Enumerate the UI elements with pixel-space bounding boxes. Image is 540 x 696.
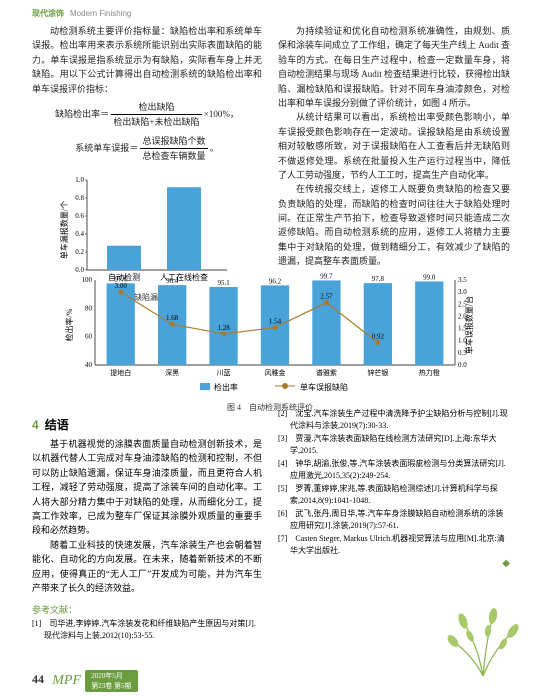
- svg-text:单车误报缺陷: 单车误报缺陷: [300, 382, 348, 392]
- footer-logo: MPF: [52, 673, 81, 688]
- formula-1: 缺陷检出率＝ 检出缺陷 检出缺陷+未检出缺陷 ×100%，: [32, 100, 262, 130]
- page-number: 44: [32, 672, 44, 686]
- svg-text:单车漏报数量/个: 单车漏报数量/个: [59, 200, 69, 258]
- right-p1: 为持续验证和优化自动检测系统准确性，由规划、质保和涂装车间成立了工作组，确定了每…: [278, 24, 510, 110]
- svg-text:3.5: 3.5: [458, 276, 467, 284]
- right-column-bottom: [2] 沈宝.汽车涂装生产过程中清洗降予护尘缺陷分析与控制[J].现代涂料与涂装…: [278, 408, 510, 569]
- svg-text:1.68: 1.68: [166, 314, 179, 322]
- ref-item: [7] Casten Steger, Markus Ulrich.机器视觉算法与…: [278, 533, 510, 557]
- ref-item: [2] 沈宝.汽车涂装生产过程中清洗降予护尘缺陷分析与控制[J].现代涂料与涂装…: [278, 408, 510, 432]
- svg-text:0.5: 0.5: [458, 349, 467, 357]
- svg-text:60: 60: [85, 333, 93, 341]
- svg-text:0.92: 0.92: [372, 333, 385, 341]
- page-footer: 44 MPF 2020年5月第23卷 第5期: [32, 670, 530, 690]
- ref-item: [1] 司华进,李婷婷.汽车涂装发花和纤维缺陷产生原因与对策[J].现代涂料与上…: [32, 618, 262, 642]
- svg-text:3.00: 3.00: [115, 282, 128, 290]
- refs-title: 参考文献：: [32, 603, 262, 616]
- ref-item: [6] 武飞,张丹,周日华,等.汽车车身涂膜缺陷自动检测系统的涂装应用研究[J]…: [278, 508, 510, 532]
- svg-text:检出率: 检出率: [214, 382, 238, 392]
- svg-text:0.8: 0.8: [75, 194, 84, 202]
- svg-text:1.0: 1.0: [458, 337, 467, 345]
- svg-text:3.0: 3.0: [458, 288, 467, 296]
- svg-text:2.0: 2.0: [458, 312, 467, 320]
- svg-text:96.4: 96.4: [166, 277, 179, 285]
- left-column-top: 动检测系统主要评价指标量：缺陷检出率和系统单车误报。检出率用来表示系统所能识别出…: [32, 24, 262, 310]
- formula-2: 系统单车误报＝ 总误报缺陷个数 总检查车辆数量 。: [32, 134, 262, 164]
- svg-text:1.54: 1.54: [269, 318, 282, 326]
- conclusion-p2: 随着工业科技的快速发展，汽车涂装生产也会朝着智能化、自动化的方向发展。在未来，随…: [32, 538, 262, 596]
- svg-text:锌芒银: 锌芒银: [367, 368, 388, 377]
- conclusion-p1: 基于机器视觉的涂膜表面质量自动检测创新技术，是以机器代替人工完成对车身油漆缺陷的…: [32, 437, 262, 538]
- chart-4: 检出率/% 单车误报数量/台 406080100 0.00.51.01.52.0…: [60, 270, 480, 419]
- chart4-svg: 检出率/% 单车误报数量/台 406080100 0.00.51.01.52.0…: [60, 270, 480, 400]
- svg-text:热力橙: 热力橙: [419, 368, 440, 377]
- page-header: 现代涂饰 Modern Finishing: [32, 8, 131, 19]
- svg-text:40: 40: [85, 361, 93, 369]
- svg-text:100: 100: [82, 276, 93, 284]
- svg-text:检出率/%: 检出率/%: [64, 308, 74, 341]
- svg-text:1.5: 1.5: [458, 325, 467, 333]
- svg-text:1.28: 1.28: [217, 324, 230, 332]
- svg-text:风稚金: 风稚金: [265, 368, 286, 377]
- section-4-title: 4结语: [32, 416, 262, 433]
- ref-item: [3] 贾漫.汽车涂装表面缺陷在线检测方法研究[D].上海:东华大学,2015.: [278, 433, 510, 457]
- svg-text:谱雅紫: 谱雅紫: [316, 368, 337, 377]
- svg-text:0.4: 0.4: [75, 230, 84, 238]
- svg-text:2.57: 2.57: [320, 293, 333, 301]
- svg-text:川蓝: 川蓝: [217, 368, 231, 377]
- svg-text:0.0: 0.0: [458, 361, 467, 369]
- footer-badge: 2020年5月第23卷 第5期: [85, 670, 137, 692]
- left-p1: 动检测系统主要评价指标量：缺陷检出率和系统单车误报。检出率用来表示系统所能识别出…: [32, 24, 262, 96]
- svg-text:99.0: 99.0: [423, 273, 436, 281]
- svg-text:96.2: 96.2: [269, 277, 282, 285]
- svg-text:提地白: 提地白: [110, 368, 131, 377]
- ref-item: [4] 钟华,胡渝,张俊,等.汽车涂装表面瑕疵检测与分类算法研究[J].应用激光…: [278, 458, 510, 482]
- svg-text:80: 80: [85, 304, 93, 312]
- right-p3: 在传统报交线上，返修工人既要负责缺陷的检查又要负责缺陷的处理，而缺陷的检查时间往…: [278, 182, 510, 268]
- header-cn: 现代涂饰: [32, 9, 64, 18]
- svg-text:97.8: 97.8: [372, 275, 385, 283]
- right-column-top: 为持续验证和优化自动检测系统准确性，由规划、质保和涂装车间成立了工作组，确定了每…: [278, 24, 510, 269]
- ref-item: [5] 罗菁,董婷婷,宋兆,等.表面缺陷检测综述[J].计算机科学与探索,201…: [278, 483, 510, 507]
- end-diamond: ◆: [278, 558, 510, 569]
- plant-decoration-icon: [438, 606, 528, 676]
- svg-text:99.7: 99.7: [320, 272, 333, 280]
- svg-text:0.2: 0.2: [75, 248, 84, 256]
- header-en: Modern Finishing: [70, 9, 131, 18]
- svg-text:2.5: 2.5: [458, 300, 467, 308]
- svg-text:0.6: 0.6: [75, 212, 84, 220]
- right-p2: 从统计结果可以看出，系统检出率受颜色影响小，单车误报受颜色影响存在一定波动。误报…: [278, 110, 510, 182]
- svg-text:1.0: 1.0: [75, 176, 84, 184]
- svg-text:95.1: 95.1: [217, 279, 230, 287]
- left-column-bottom: 4结语 基于机器视觉的涂膜表面质量自动检测创新技术，是以机器代替人工完成对车身油…: [32, 408, 262, 643]
- svg-text:深黑: 深黑: [165, 368, 179, 377]
